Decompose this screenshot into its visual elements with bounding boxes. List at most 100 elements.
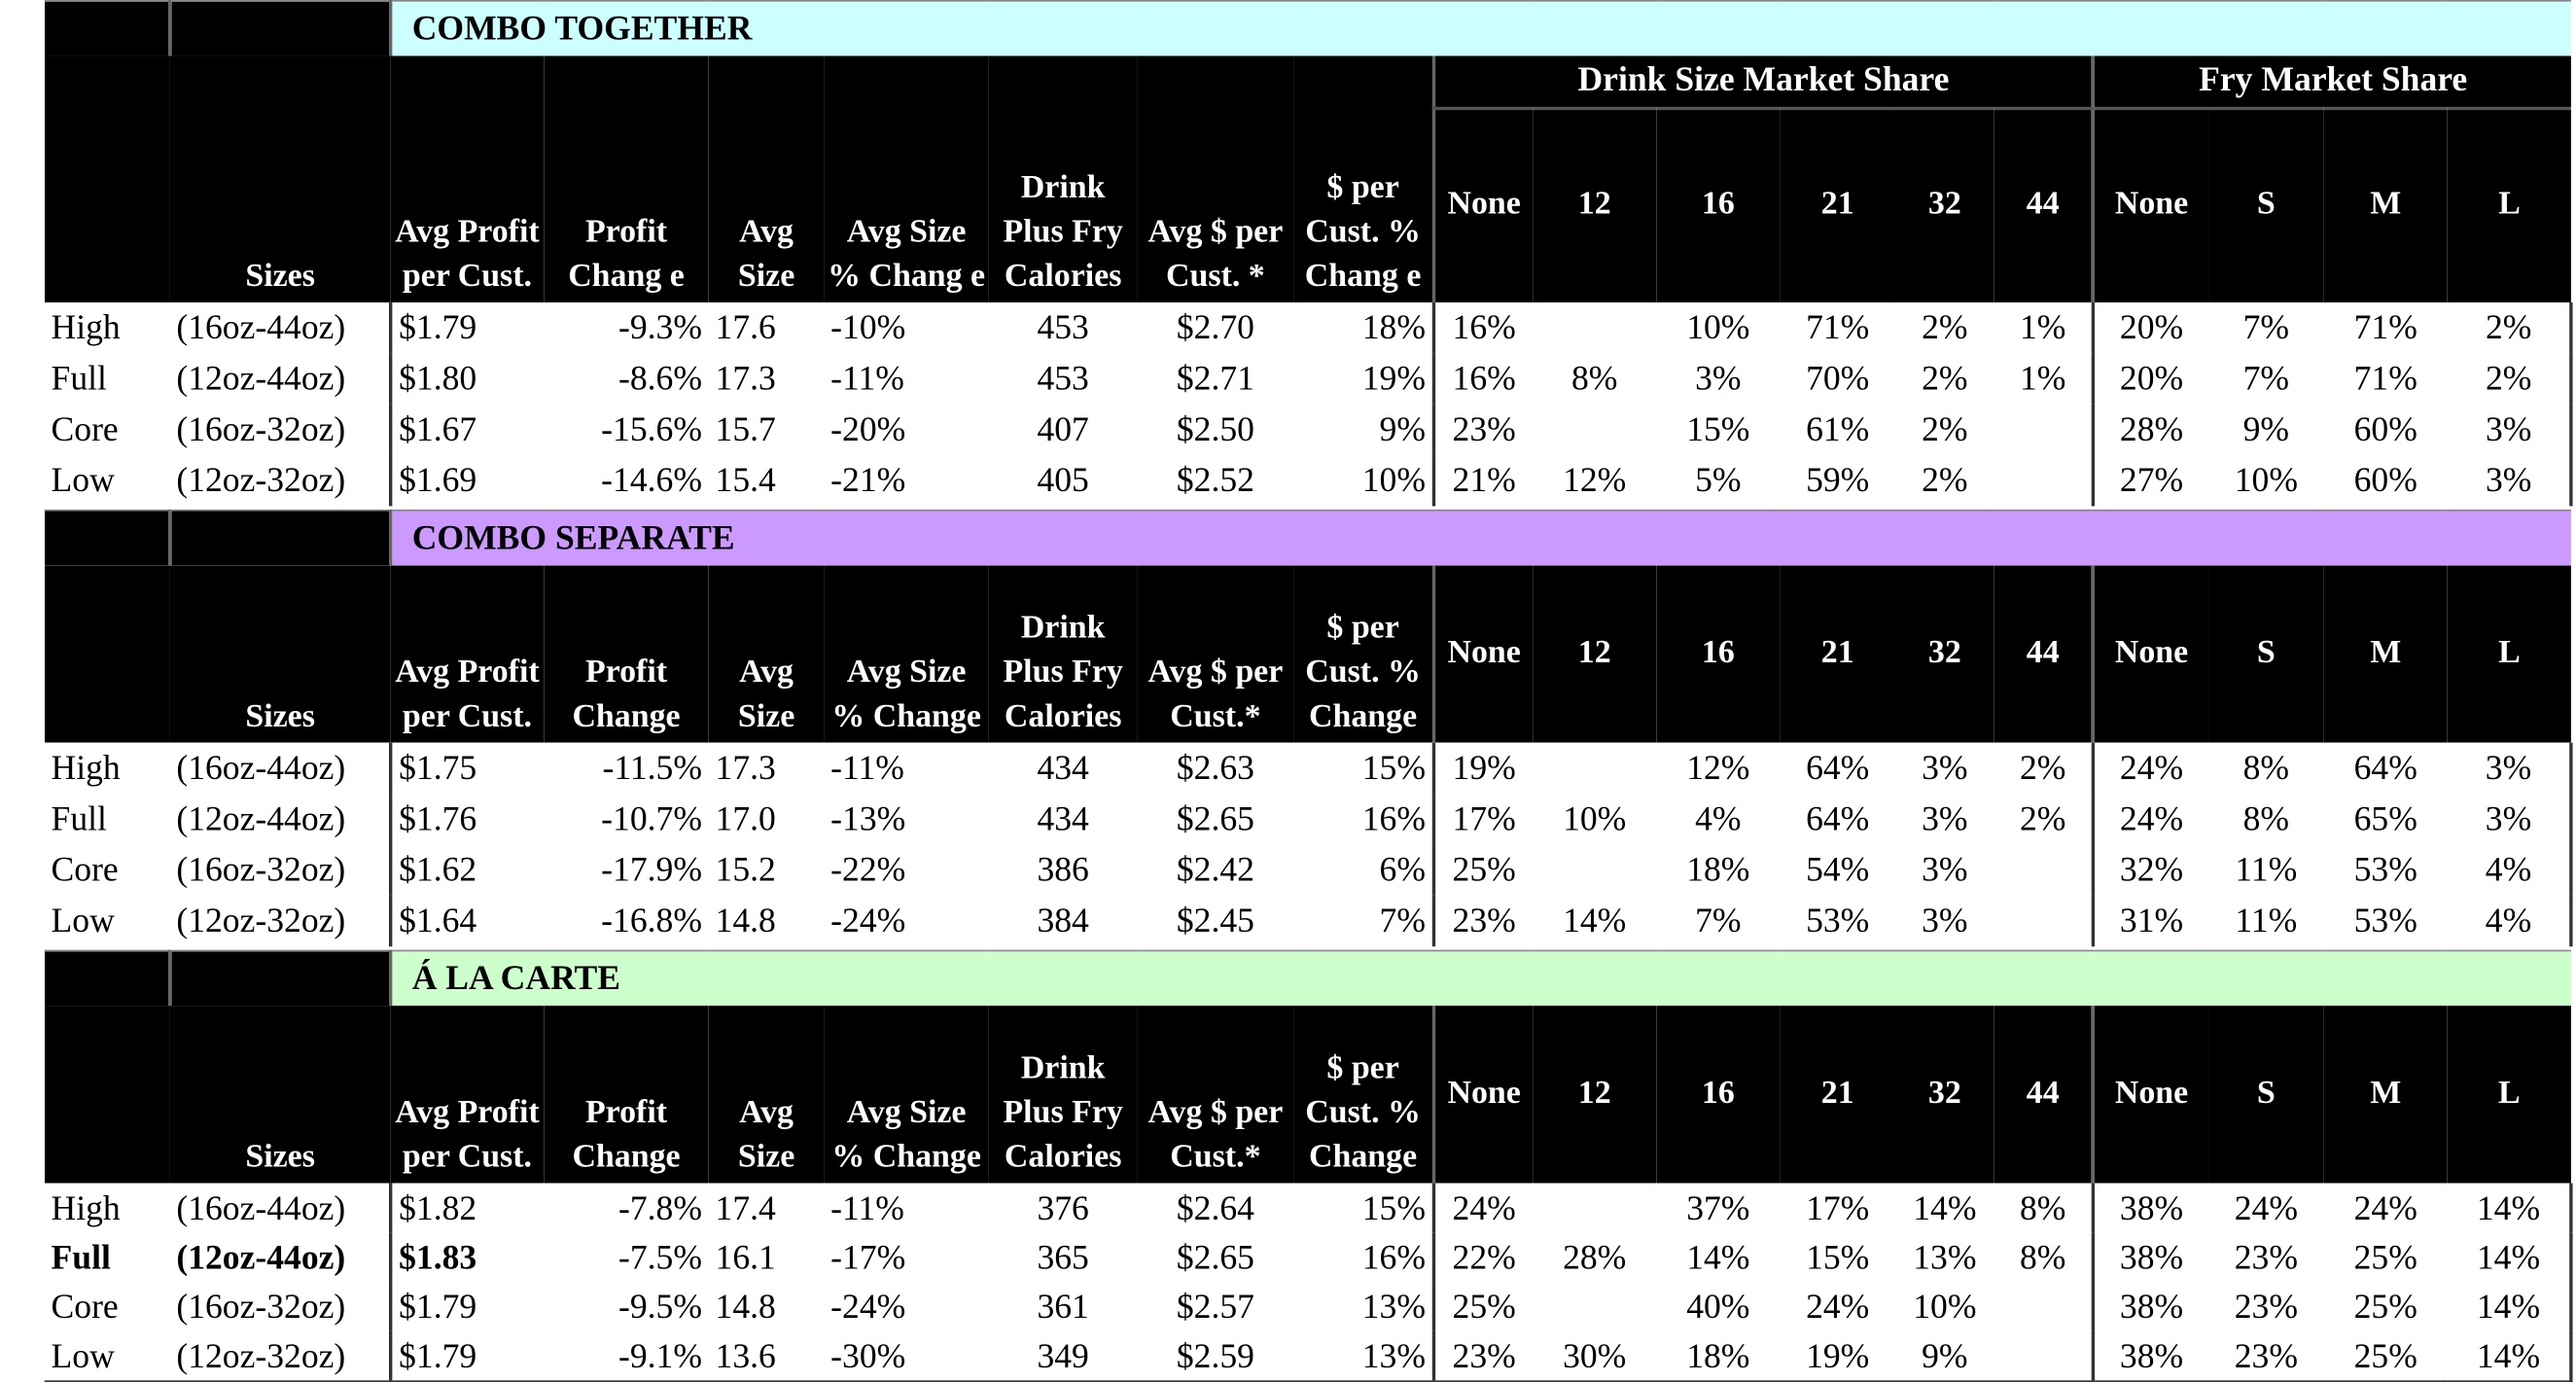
cell: 14% — [2447, 1183, 2573, 1233]
sub-header: 44 — [1994, 565, 2094, 743]
cell: $1.64 — [388, 895, 545, 947]
data-row: High (16oz-44oz) $1.79 -9.3% 17.6 -10% 453 $2.7… — [45, 301, 2573, 354]
cell: 3% — [2447, 794, 2573, 845]
cell: -17% — [830, 1236, 906, 1277]
cell: 2% — [2447, 301, 2573, 354]
cell: 10% — [1563, 798, 1627, 838]
cell: 53% — [1806, 900, 1870, 940]
cell: 14.8 — [715, 1286, 776, 1326]
header-cell: Avg Size — [708, 1006, 825, 1184]
data-row: Full (12oz-44oz) $1.80 -8.6% 17.3 -11% 453 $2.7… — [45, 353, 2573, 405]
cell: 53% — [2353, 849, 2417, 890]
cell: 15% — [1361, 1187, 1427, 1227]
cell: 19% — [1361, 358, 1427, 398]
cell: 38% — [2091, 1330, 2209, 1382]
cell: 17.3 — [715, 747, 776, 788]
cell: 7% — [2242, 306, 2290, 347]
cell: 23% — [2208, 1330, 2324, 1382]
cell: 4% — [2447, 895, 2573, 947]
cell: 15.7 — [715, 408, 776, 449]
cell: (16oz-44oz) — [176, 306, 346, 347]
cell: 405 — [1037, 460, 1089, 500]
cell: 1% — [2019, 306, 2066, 347]
cell: 25% — [2353, 1286, 2417, 1326]
cell: 22% — [1431, 1232, 1534, 1282]
cell: 71% — [2353, 358, 2417, 398]
cell: 10% — [1361, 460, 1427, 500]
cell: 21% — [1431, 455, 1534, 507]
sub-header: L — [2447, 565, 2571, 743]
cell: Core — [51, 408, 119, 449]
cell: 18% — [1361, 306, 1427, 347]
cell: 64% — [1806, 798, 1870, 838]
header-cell: Profit Chang e — [544, 55, 709, 302]
cell: -24% — [830, 1286, 906, 1326]
sub-header: None — [1431, 108, 1534, 302]
cell: 5% — [1695, 460, 1742, 500]
cell: 38% — [2091, 1281, 2209, 1331]
cell: 453 — [1037, 358, 1089, 398]
cell: -10% — [830, 306, 906, 347]
header-row: Sizes Avg Profit per Cust. Profit Change Av… — [44, 1006, 2571, 1184]
cell: $2.65 — [1176, 1236, 1254, 1277]
section-title: COMBO TOGETHER — [390, 0, 2572, 56]
cell: 60% — [2353, 460, 2417, 500]
cell: $1.67 — [388, 404, 545, 456]
sub-header: M — [2323, 565, 2448, 743]
sub-header: 12 — [1533, 565, 1657, 743]
cell — [1533, 1184, 1656, 1233]
cell: $1.76 — [388, 794, 545, 845]
cell: 2% — [1922, 460, 1968, 500]
section-body: COMBO TOGETHER Sizes Avg Profit per Cust. P… — [44, 0, 2573, 507]
cell: $2.59 — [1137, 1330, 1294, 1382]
sub-header: 16 — [1656, 1006, 1781, 1184]
cell: 349 — [988, 1330, 1138, 1382]
cell: $2.50 — [1176, 408, 1254, 449]
cell: -20% — [830, 408, 906, 449]
cell: $1.69 — [388, 455, 545, 507]
cell: 14% — [1913, 1187, 1977, 1227]
header-cell: Avg $ per Cust.* — [1137, 565, 1294, 743]
cell: 17.3 — [715, 358, 776, 398]
header-cell: Profit Change — [544, 565, 709, 743]
cell: -9.1% — [544, 1330, 709, 1382]
cell: 8% — [2019, 1236, 2066, 1277]
cell: 2% — [2019, 798, 2066, 838]
cell: 407 — [1037, 408, 1089, 449]
cell: (12oz-32oz) — [169, 1330, 391, 1382]
cell: $2.57 — [1176, 1286, 1254, 1326]
cell: 28% — [1563, 1236, 1627, 1277]
title-spacer — [44, 949, 172, 1007]
data-row: Full (12oz-44oz) $1.76 -10.7% 17.0 -13% 434 $2.… — [45, 794, 2573, 845]
sub-header: None — [1431, 1006, 1534, 1184]
cell: -13% — [830, 798, 906, 838]
cell: -7.5% — [618, 1236, 702, 1277]
cell: 38% — [2091, 1232, 2209, 1282]
header-cell: Avg Profit per Cust. — [390, 1006, 545, 1184]
cell: 71% — [1806, 306, 1870, 347]
cell: $2.70 — [1176, 306, 1254, 347]
cell: 20% — [2091, 301, 2209, 354]
cell: -30% — [824, 1330, 989, 1382]
header-cell: $ per Cust. % Change — [1293, 1006, 1434, 1184]
cell: 23% — [2234, 1236, 2298, 1277]
cell: 365 — [1037, 1236, 1089, 1277]
sub-header: 32 — [1895, 1006, 1994, 1184]
cell: 12% — [1686, 747, 1750, 788]
cell: -21% — [830, 460, 906, 500]
header-cell: Avg Size % Chang e — [824, 55, 989, 302]
cell: 453 — [1037, 306, 1089, 347]
cell: 9% — [1379, 408, 1427, 449]
cell: (12oz-32oz) — [176, 460, 346, 500]
cell: 64% — [1806, 747, 1870, 788]
cell: 31% — [2091, 895, 2209, 947]
cell: 8% — [2242, 798, 2290, 838]
cell: 23% — [2234, 1286, 2298, 1326]
cell: 23% — [1431, 1330, 1534, 1382]
cell: 25% — [2353, 1236, 2417, 1277]
cell: 4% — [2447, 844, 2573, 896]
cell: 16% — [1431, 353, 1534, 405]
header-cell: Avg Size % Change — [824, 1006, 989, 1184]
cell: 19% — [1780, 1330, 1896, 1382]
